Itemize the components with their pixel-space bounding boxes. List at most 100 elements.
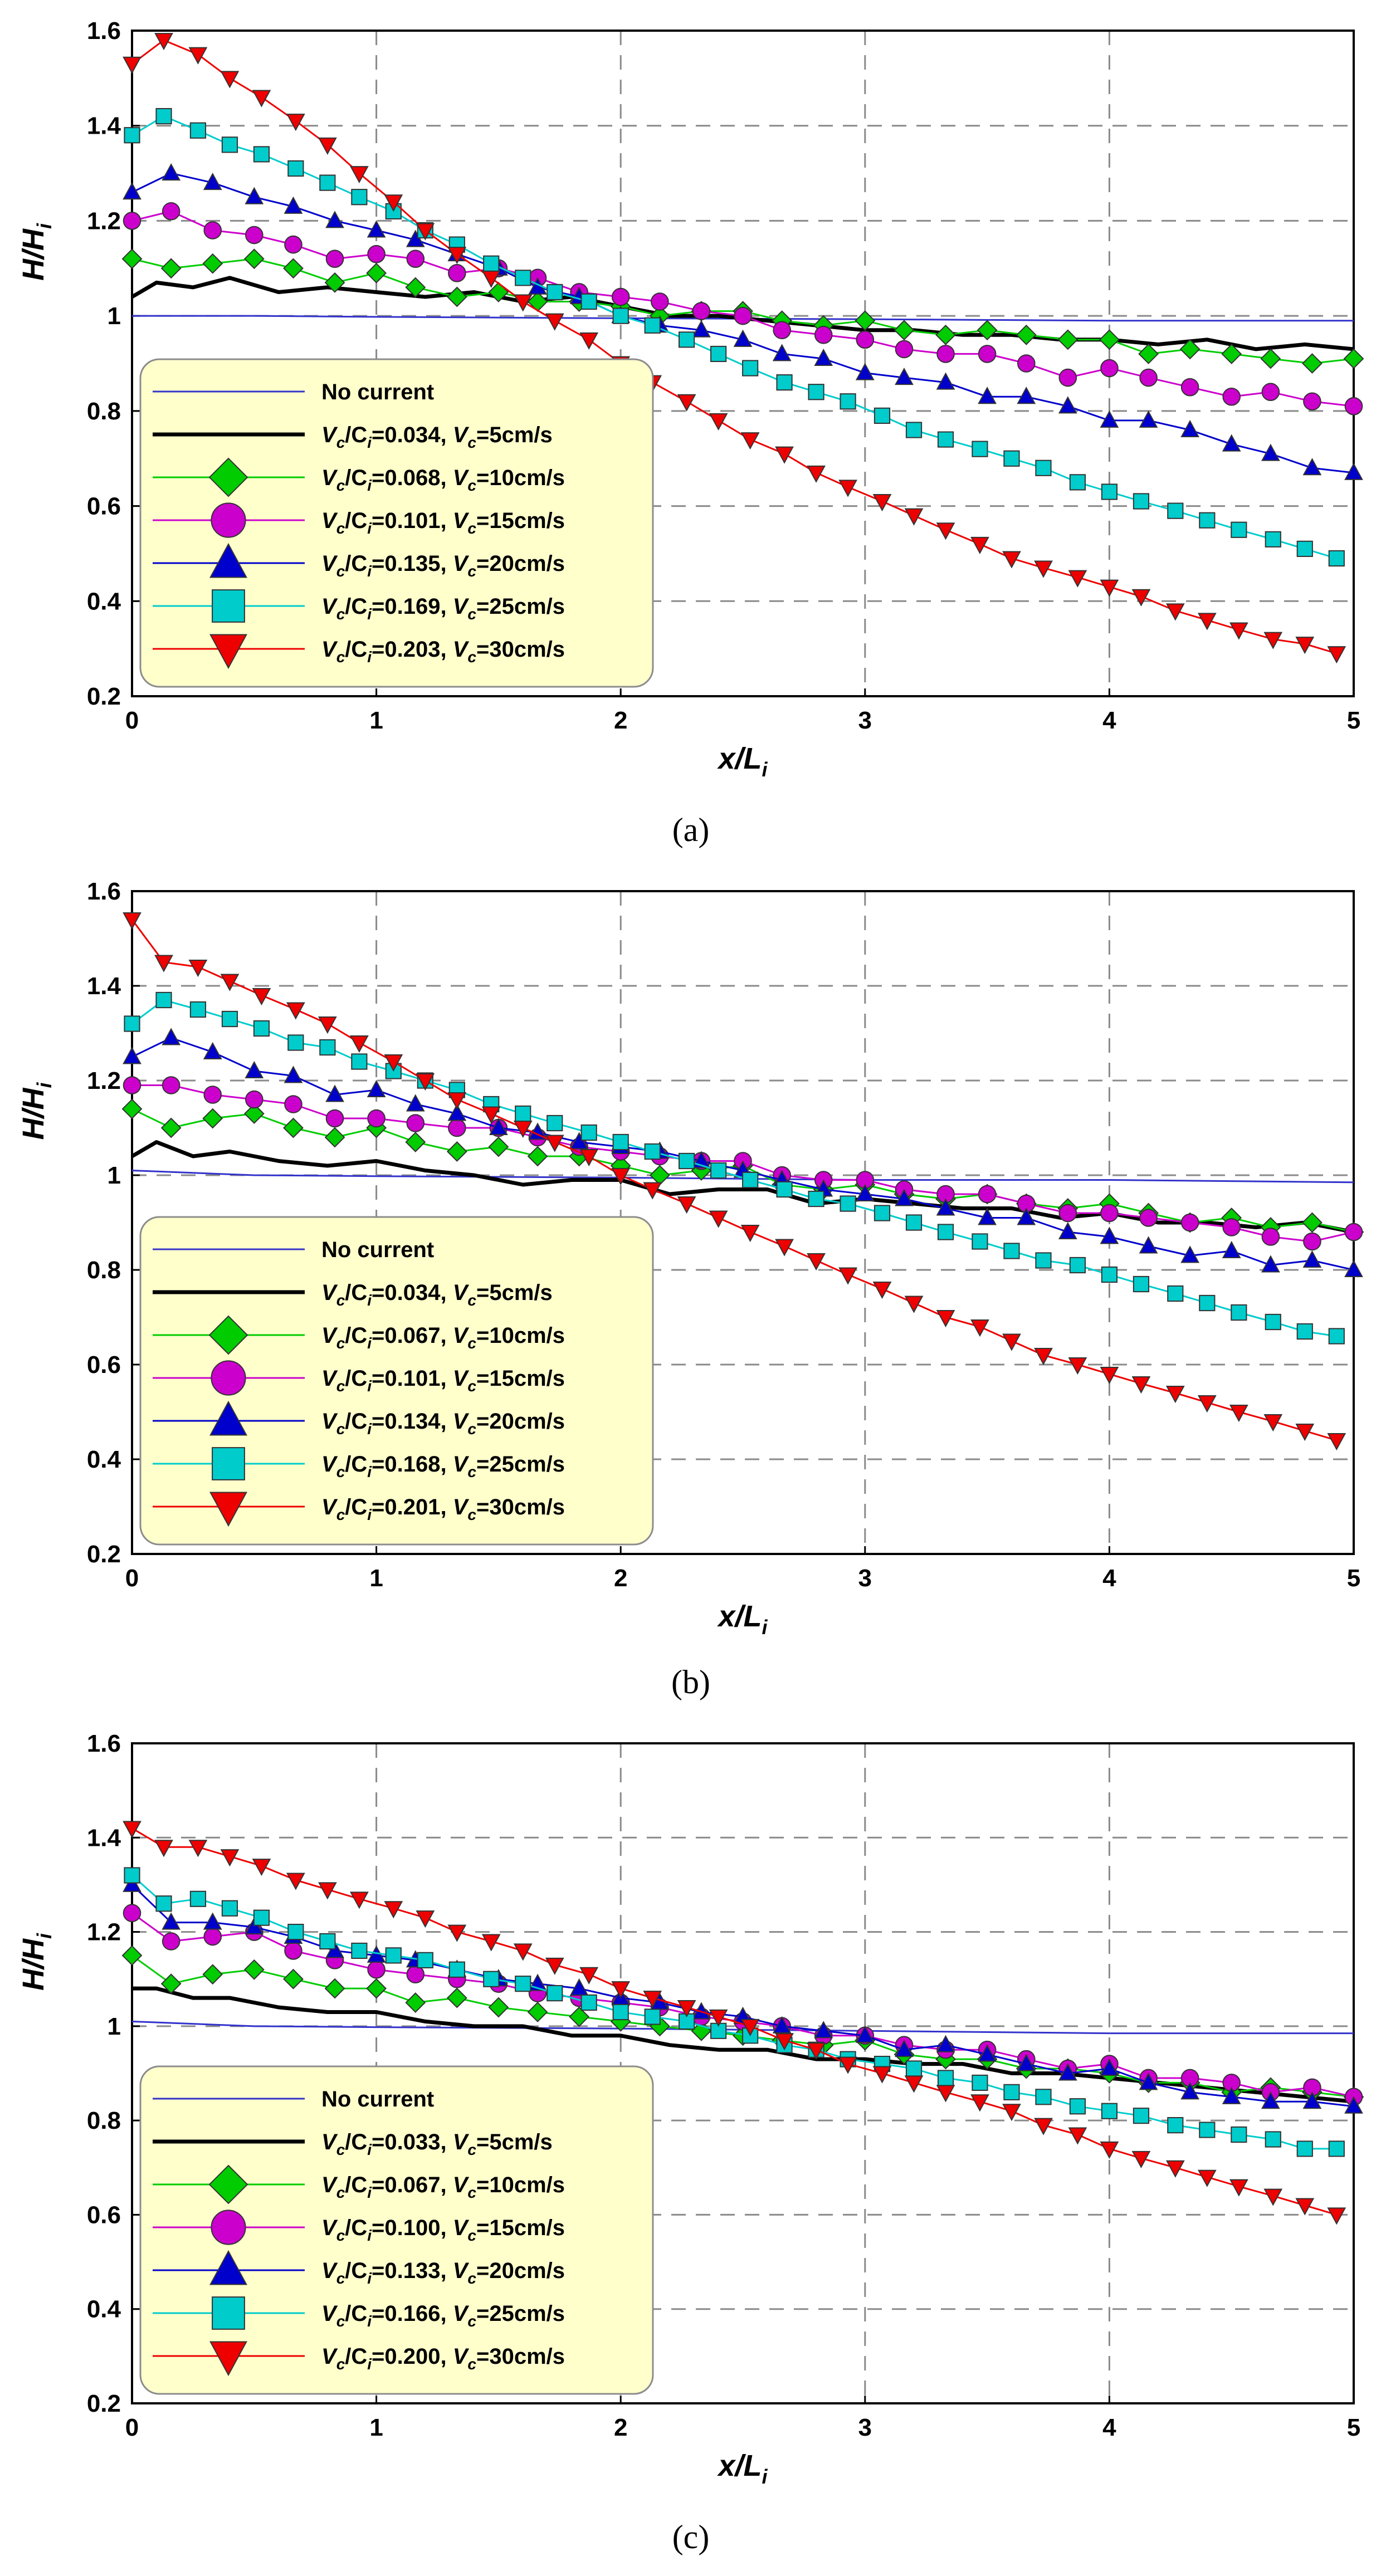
data-point [1035, 2089, 1052, 2105]
data-point [970, 536, 989, 554]
data-point [978, 387, 997, 404]
data-point [446, 286, 467, 307]
data-point [546, 1115, 563, 1132]
data-point [679, 1152, 695, 1170]
data-point [1180, 1213, 1199, 1232]
legend-label: Vc/Ci=0.169, Vc=25cm/s [321, 594, 565, 623]
data-point [1100, 410, 1119, 428]
data-point [1068, 2127, 1087, 2145]
x-tick-label: 0 [125, 707, 139, 734]
data-point [856, 330, 875, 349]
data-point [569, 2006, 590, 2027]
data-point [1139, 1209, 1158, 1227]
data-point [287, 1923, 304, 1940]
data-point [970, 2094, 989, 2112]
data-point [243, 248, 265, 270]
data-point [872, 1282, 892, 1299]
x-tick-label: 4 [1102, 2414, 1116, 2441]
data-point [1180, 2082, 1200, 2100]
data-point [243, 1103, 265, 1124]
data-point [286, 1002, 305, 1020]
data-point [481, 1106, 501, 1124]
legend-label: No current [321, 380, 434, 404]
data-point [188, 1840, 208, 1858]
data-point [189, 122, 207, 139]
data-point [367, 245, 385, 263]
data-point [936, 1198, 955, 1216]
data-point [384, 1054, 403, 1072]
data-point [124, 127, 140, 144]
data-point [448, 264, 466, 282]
data-point [1167, 502, 1184, 519]
legend-swatch-marker [209, 2341, 247, 2377]
data-point [416, 1910, 435, 1928]
data-point [121, 1098, 143, 1120]
data-point [202, 1964, 223, 1985]
data-point [710, 345, 727, 363]
data-point [1261, 2091, 1280, 2109]
data-point [936, 2035, 955, 2052]
data-point [155, 108, 172, 125]
data-point [807, 465, 826, 483]
legend-swatch-marker [209, 542, 247, 578]
data-point [489, 1117, 508, 1135]
data-point [895, 340, 914, 359]
data-point [287, 1034, 304, 1051]
y-tick-label: 1.4 [87, 972, 121, 1000]
data-point [203, 1042, 222, 1059]
data-point [253, 1909, 270, 1926]
data-point [1295, 1424, 1315, 1441]
data-point [1265, 2131, 1281, 2148]
data-point [937, 1224, 954, 1240]
data-point [1167, 1285, 1184, 1302]
data-point [1295, 2198, 1315, 2216]
data-point [252, 1859, 271, 1876]
data-point [203, 1927, 222, 1946]
data-point [643, 1182, 662, 1200]
data-point [325, 211, 344, 228]
data-point [245, 226, 263, 245]
data-point [1327, 1433, 1346, 1451]
data-point [1180, 1245, 1200, 1263]
data-point [123, 1047, 141, 1064]
data-point [1295, 637, 1315, 654]
data-point [874, 1205, 891, 1221]
data-point [1302, 2091, 1322, 2109]
data-point [318, 1016, 337, 1034]
data-point [286, 1873, 305, 1890]
data-point [1002, 551, 1021, 569]
data-point [1180, 419, 1200, 437]
data-point [840, 1195, 856, 1212]
data-point [483, 1971, 500, 1987]
data-point [123, 1874, 141, 1892]
data-point [972, 1233, 988, 1250]
legend: No current Vc/Ci=0.034, Vc=5cm/s Vc/Ci=0.0… [139, 358, 654, 688]
data-point [350, 1035, 369, 1053]
data-point [1328, 550, 1345, 567]
x-tick-label: 2 [614, 1565, 627, 1592]
data-point [405, 1132, 426, 1152]
data-point [203, 221, 222, 239]
data-point [220, 71, 240, 89]
data-point [283, 1117, 304, 1138]
data-point [202, 1108, 223, 1129]
data-point [124, 1867, 140, 1884]
data-point [1058, 2063, 1077, 2081]
data-point [528, 1122, 547, 1140]
x-tick-label: 1 [369, 1565, 383, 1592]
data-point [324, 272, 345, 293]
data-point [253, 1020, 270, 1037]
data-point [1017, 1208, 1036, 1225]
x-tick-label: 4 [1102, 707, 1116, 734]
data-point [527, 2002, 548, 2022]
data-point [775, 1239, 794, 1257]
data-point [1034, 2118, 1053, 2135]
data-point [351, 1053, 368, 1070]
legend-label: Vc/Ci=0.203, Vc=30cm/s [321, 637, 565, 666]
data-point [1328, 2140, 1345, 2157]
x-axis-label: x/Li [716, 742, 768, 781]
x-tick-label: 5 [1347, 2414, 1360, 2441]
data-point [1199, 1294, 1216, 1312]
data-point [448, 1118, 466, 1137]
data-point [644, 317, 661, 334]
